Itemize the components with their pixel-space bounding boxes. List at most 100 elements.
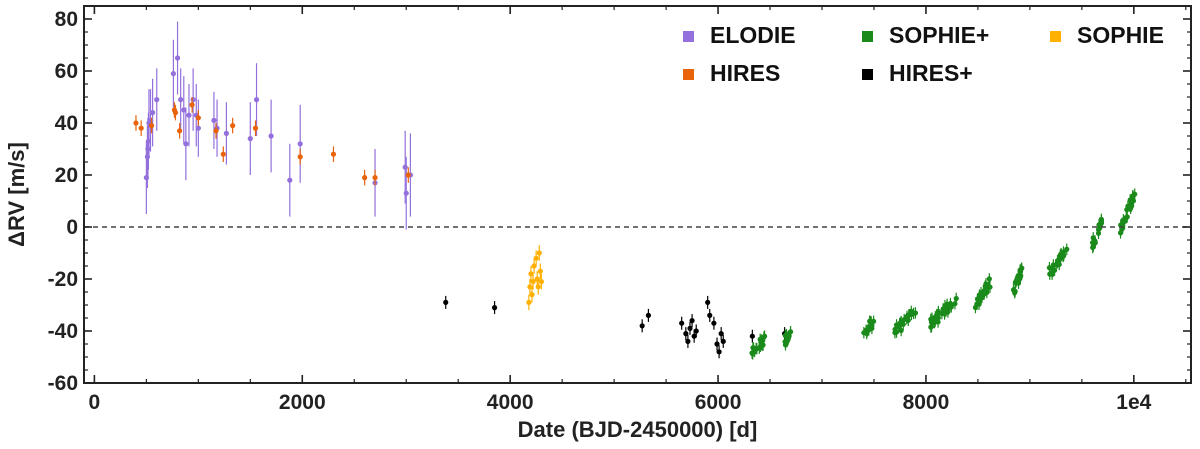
data-point-elodie — [183, 107, 189, 181]
data-point-sophie-plus — [760, 339, 766, 351]
data-point-elodie — [223, 102, 230, 165]
data-point-elodie — [253, 63, 260, 136]
data-point-sophie-plus — [1090, 240, 1096, 252]
data-point-hires — [138, 120, 144, 136]
data-point-sophie-plus — [928, 313, 934, 326]
marker — [1090, 243, 1096, 249]
marker — [362, 175, 368, 181]
x-tick-label: 6000 — [695, 391, 742, 414]
legend-swatch — [683, 69, 694, 80]
data-point-hires — [405, 167, 411, 183]
marker — [195, 125, 201, 131]
x-tick-label: 4000 — [487, 391, 534, 414]
data-point-sophie-plus — [928, 320, 935, 333]
legend-item-sophie: SOPHIE — [1050, 22, 1164, 48]
marker — [174, 55, 181, 61]
marker — [976, 294, 983, 300]
marker — [183, 141, 189, 147]
marker — [1120, 217, 1127, 223]
marker — [178, 97, 184, 103]
data-point-sophie — [529, 286, 535, 303]
marker — [716, 349, 722, 355]
marker — [190, 97, 196, 103]
data-point-elodie — [150, 78, 156, 147]
data-point-hires-plus — [687, 321, 693, 335]
data-point-sophie-plus — [863, 324, 869, 336]
marker — [639, 323, 645, 329]
marker — [268, 133, 274, 139]
data-point-sophie — [528, 266, 534, 282]
marker — [537, 268, 543, 274]
data-point-sophie-plus — [1059, 249, 1065, 261]
marker — [148, 123, 155, 129]
data-point-hires — [171, 102, 178, 118]
y-tick-label: 60 — [55, 60, 78, 83]
data-point-sophie-plus — [1055, 255, 1062, 268]
x-tick-label: 2000 — [279, 391, 326, 414]
x-axis-title: Date (BJD-2450000) [d] — [518, 417, 758, 442]
data-point-hires-plus — [707, 308, 713, 322]
data-point-sophie — [530, 273, 536, 290]
data-point-hires — [213, 123, 219, 139]
marker — [253, 97, 260, 103]
marker — [928, 316, 934, 322]
data-point-sophie-plus — [1130, 190, 1136, 202]
y-tick-label: 80 — [55, 8, 78, 31]
marker — [287, 177, 293, 183]
marker — [526, 299, 532, 305]
data-point-hires — [297, 149, 303, 165]
legend: ELODIE SOPHIE+ SOPHIE HIRES HIRES+ — [683, 22, 1164, 86]
data-point-sophie-plus — [753, 342, 759, 355]
y-tick-label: -60 — [48, 372, 78, 395]
data-point-sophie-plus — [976, 290, 983, 303]
marker — [904, 313, 910, 320]
marker — [908, 308, 914, 314]
legend-label: HIRES+ — [889, 60, 973, 86]
data-point-sophie — [527, 279, 533, 295]
legend-label: ELODIE — [710, 22, 796, 48]
legend-swatch — [1050, 31, 1061, 42]
legend-swatch — [862, 31, 873, 42]
marker — [297, 141, 303, 147]
marker — [986, 276, 992, 282]
marker — [1050, 268, 1056, 275]
data-point-sophie-plus — [762, 330, 768, 342]
marker — [220, 151, 226, 157]
data-point-elodie — [170, 39, 176, 108]
data-point-sophie — [535, 279, 541, 295]
data-point-hires — [195, 110, 201, 126]
marker — [1059, 252, 1065, 258]
data-point-sophie-plus — [952, 297, 958, 310]
marker — [782, 342, 789, 348]
data-point-hires-plus — [685, 334, 691, 348]
marker — [869, 322, 875, 329]
data-point-hires-plus — [711, 316, 717, 330]
marker — [693, 328, 699, 334]
legend-item-hires-plus: HIRES+ — [862, 60, 973, 86]
data-point-sophie-plus — [1046, 261, 1053, 274]
marker — [297, 154, 303, 160]
data-point-sophie-plus — [867, 315, 873, 327]
legend-item-sophie-plus: SOPHIE+ — [862, 22, 989, 48]
marker — [1098, 220, 1105, 226]
x-tick-label: 0 — [89, 391, 101, 414]
marker — [645, 312, 652, 318]
marker — [760, 342, 766, 348]
data-point-sophie-plus — [1095, 223, 1102, 236]
x-tick-label: 1e4 — [1116, 391, 1151, 414]
marker — [150, 110, 156, 116]
marker — [527, 284, 533, 290]
legend-label: SOPHIE+ — [889, 22, 989, 48]
data-point-hires-plus — [645, 308, 652, 322]
marker — [170, 71, 176, 77]
marker — [981, 288, 987, 294]
data-point-hires — [220, 146, 226, 162]
data-point-hires — [189, 97, 195, 113]
y-tick-label: -20 — [48, 268, 78, 291]
marker — [252, 125, 259, 131]
y-tick-label: -40 — [48, 320, 78, 343]
marker — [863, 327, 869, 333]
marker — [1055, 258, 1062, 264]
y-tick-label: 40 — [55, 112, 78, 135]
marker — [753, 345, 759, 352]
